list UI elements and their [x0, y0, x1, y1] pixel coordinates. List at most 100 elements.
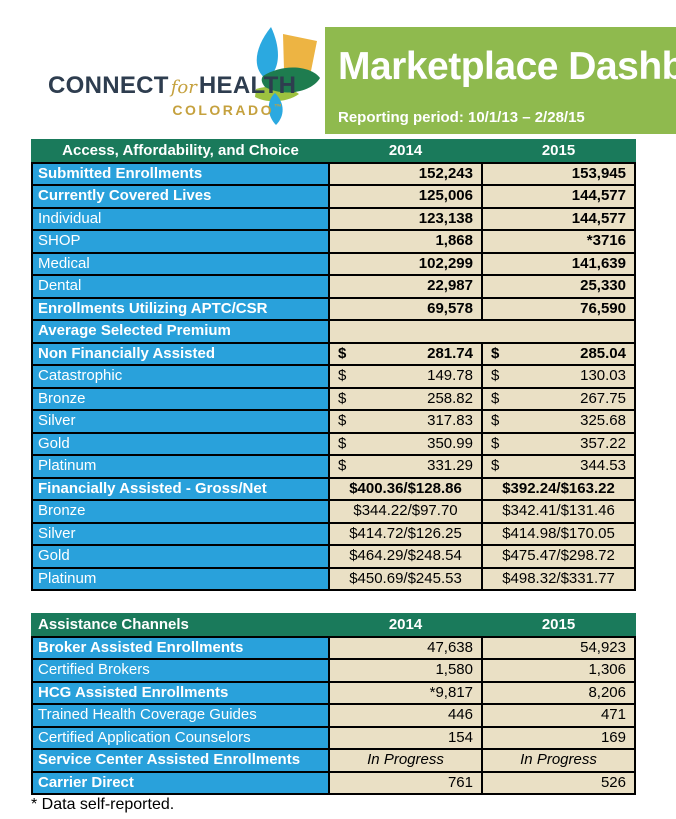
table-row: Dental 22,987 25,330: [31, 274, 636, 299]
logo-health-text: HEALTH: [198, 72, 297, 99]
value-2015: $ 285.04: [481, 341, 636, 366]
row-label: Platinum: [31, 566, 330, 591]
value-2015: 153,945: [481, 161, 636, 186]
row-label: Bronze: [31, 499, 330, 524]
row-label: Enrollments Utilizing APTC/CSR: [31, 296, 330, 321]
value-2015: $414.98/$170.05: [481, 521, 636, 546]
logo-wordmark: CONNECT for HEALTH: [48, 72, 296, 100]
value-2014: 125,006: [328, 184, 483, 209]
value-2014: 1,868: [328, 229, 483, 254]
row-label: Financially Assisted - Gross/Net: [31, 476, 330, 501]
table-row: Catastrophic $ 149.78 $ 130.03: [31, 364, 636, 389]
value-2015: 144,577: [481, 184, 636, 209]
value-2015: $ 267.75: [481, 386, 636, 411]
value-2015: 141,639: [481, 251, 636, 276]
row-label: Dental: [31, 274, 330, 299]
value-2014: $ 317.83: [328, 409, 483, 434]
value-2014: 47,638: [328, 635, 483, 660]
value-2014: $400.36/$128.86: [328, 476, 483, 501]
row-label: Broker Assisted Enrollments: [31, 635, 330, 660]
value-2015: 1,306: [481, 658, 636, 683]
table-row: Individual 123,138 144,577: [31, 206, 636, 231]
table2-title: Assistance Channels: [31, 613, 330, 638]
value-2015: *3716: [481, 229, 636, 254]
value-2015: 54,923: [481, 635, 636, 660]
value-2015: 526: [481, 770, 636, 795]
table-row: Carrier Direct 761 526: [31, 770, 636, 795]
amount: 267.75: [580, 389, 626, 407]
value-2014: In Progress: [328, 748, 483, 773]
table-row: Bronze $ 258.82 $ 267.75: [31, 386, 636, 411]
value-2014: $ 331.29: [328, 454, 483, 479]
title-banner: Marketplace Dashboard Reporting period: …: [325, 27, 676, 134]
value-2015: $392.24/$163.22: [481, 476, 636, 501]
table-row: Non Financially Assisted $ 281.74 $ 285.…: [31, 341, 636, 366]
value-2014: 1,580: [328, 658, 483, 683]
value-2014: *9,817: [328, 680, 483, 705]
table1-title: Access, Affordability, and Choice: [31, 139, 330, 164]
table-row: Silver $414.72/$126.25 $414.98/$170.05: [31, 521, 636, 546]
value-2014: 154: [328, 725, 483, 750]
table-header-row: Assistance Channels 2014 2015: [31, 613, 636, 638]
column-header-2015: 2015: [481, 613, 636, 638]
table-row: Gold $464.29/$248.54 $475.47/$298.72: [31, 544, 636, 569]
value-2015: 8,206: [481, 680, 636, 705]
amount: 281.74: [427, 344, 473, 362]
row-label: SHOP: [31, 229, 330, 254]
value-2014: $344.22/$97.70: [328, 499, 483, 524]
table-row: Medical 102,299 141,639: [31, 251, 636, 276]
value-2015: 144,577: [481, 206, 636, 231]
amount: 331.29: [427, 457, 473, 475]
currency-symbol: $: [338, 434, 347, 452]
row-label: Bronze: [31, 386, 330, 411]
value-2014: 152,243: [328, 161, 483, 186]
logo-colorado-text: COLORADO™: [172, 102, 282, 118]
value-2014: $ 350.99: [328, 431, 483, 456]
table-row: HCG Assisted Enrollments *9,817 8,206: [31, 680, 636, 705]
table-row: Average Selected Premium: [31, 319, 636, 344]
table-row: Financially Assisted - Gross/Net $400.36…: [31, 476, 636, 501]
row-label: Trained Health Coverage Guides: [31, 703, 330, 728]
value-2014: $450.69/$245.53: [328, 566, 483, 591]
column-header-2015: 2015: [481, 139, 636, 164]
row-label: Certified Application Counselors: [31, 725, 330, 750]
currency-symbol: $: [338, 412, 347, 430]
value-2014: 69,578: [328, 296, 483, 321]
trademark-symbol: ™: [274, 102, 282, 112]
table-row: Silver $ 317.83 $ 325.68: [31, 409, 636, 434]
value-2015: $ 357.22: [481, 431, 636, 456]
currency-symbol: $: [491, 389, 500, 407]
currency-symbol: $: [491, 344, 500, 362]
table-row: Bronze $344.22/$97.70 $342.41/$131.46: [31, 499, 636, 524]
value-2014: 22,987: [328, 274, 483, 299]
currency-symbol: $: [491, 434, 500, 452]
currency-symbol: $: [338, 457, 347, 475]
value-2015: $ 344.53: [481, 454, 636, 479]
currency-symbol: $: [338, 344, 347, 362]
logo-leaves-icon: [255, 27, 320, 125]
table-row: Platinum $450.69/$245.53 $498.32/$331.77: [31, 566, 636, 591]
value-2015: In Progress: [481, 748, 636, 773]
row-label: Catastrophic: [31, 364, 330, 389]
row-label: Gold: [31, 431, 330, 456]
data-self-reported-footnote: * Data self-reported.: [31, 796, 175, 813]
table-row: Trained Health Coverage Guides 446 471: [31, 703, 636, 728]
currency-symbol: $: [338, 367, 347, 385]
value-2014: $ 281.74: [328, 341, 483, 366]
amount: 325.68: [580, 412, 626, 430]
row-label: Average Selected Premium: [31, 319, 330, 344]
row-label: Medical: [31, 251, 330, 276]
table-header-row: Access, Affordability, and Choice 2014 2…: [31, 139, 636, 164]
value-2015: $ 325.68: [481, 409, 636, 434]
table-row: Submitted Enrollments 152,243 153,945: [31, 161, 636, 186]
amount: 317.83: [427, 412, 473, 430]
row-label: Silver: [31, 409, 330, 434]
value-2014: 102,299: [328, 251, 483, 276]
amount: 350.99: [427, 434, 473, 452]
value-2015: 76,590: [481, 296, 636, 321]
value-2014: $ 149.78: [328, 364, 483, 389]
value-2015: 169: [481, 725, 636, 750]
row-label: Carrier Direct: [31, 770, 330, 795]
table-row: Platinum $ 331.29 $ 344.53: [31, 454, 636, 479]
row-label: Non Financially Assisted: [31, 341, 330, 366]
